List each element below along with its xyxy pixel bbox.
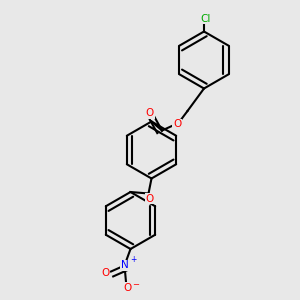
Text: −: −: [133, 280, 140, 290]
Text: O: O: [123, 283, 132, 293]
Text: O: O: [146, 194, 154, 204]
Text: O: O: [173, 119, 181, 130]
Text: N: N: [121, 260, 128, 271]
Text: O: O: [146, 108, 154, 118]
Text: O: O: [101, 268, 110, 278]
Text: +: +: [130, 255, 137, 264]
Text: Cl: Cl: [200, 14, 211, 24]
